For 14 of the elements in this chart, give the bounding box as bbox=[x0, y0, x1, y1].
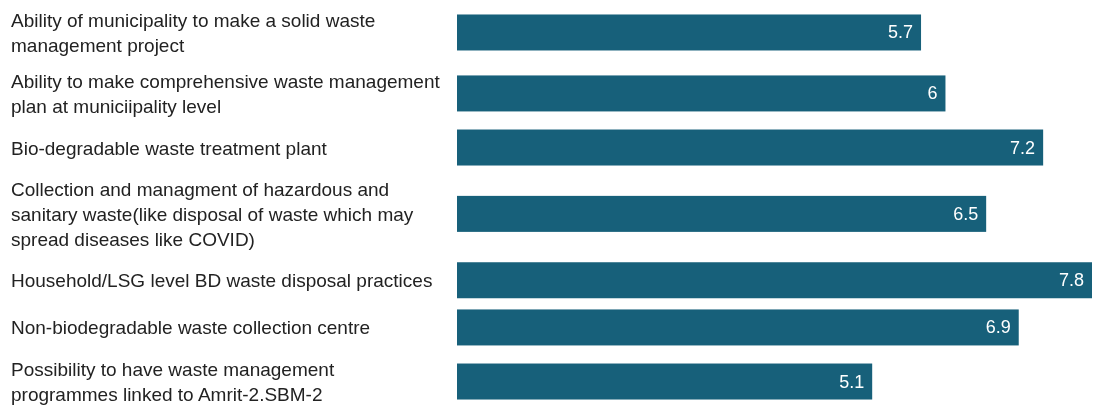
y-tick-label: Ability of municipality to make a solid waste management project bbox=[11, 9, 376, 56]
y-tick-label: Household/LSG level BD waste disposal practices bbox=[11, 269, 433, 291]
y-tick-label: Non-biodegradable waste collection centre bbox=[11, 316, 371, 338]
y-tick-label: Collection and managment of hazardous and sanitary waste(like disposal of waste which may spread diseases like COVID) bbox=[11, 178, 414, 250]
data-label: 6.5 bbox=[953, 203, 979, 224]
data-label: 6 bbox=[927, 83, 938, 104]
data-label: 5.7 bbox=[888, 22, 914, 43]
y-tick-label: Ability to make comprehensive waste management plan at municiipality level bbox=[11, 70, 441, 117]
y-tick-label: Bio-degradable waste treatment plant bbox=[11, 137, 328, 159]
data-label: 5.1 bbox=[839, 371, 865, 392]
data-label: 6.9 bbox=[985, 317, 1011, 338]
y-tick-label: Possibility to have waste management programmes linked to Amrit-2.SBM-2 bbox=[11, 358, 335, 405]
data-label: 7.8 bbox=[1058, 270, 1084, 291]
data-label: 7.2 bbox=[1010, 137, 1036, 158]
